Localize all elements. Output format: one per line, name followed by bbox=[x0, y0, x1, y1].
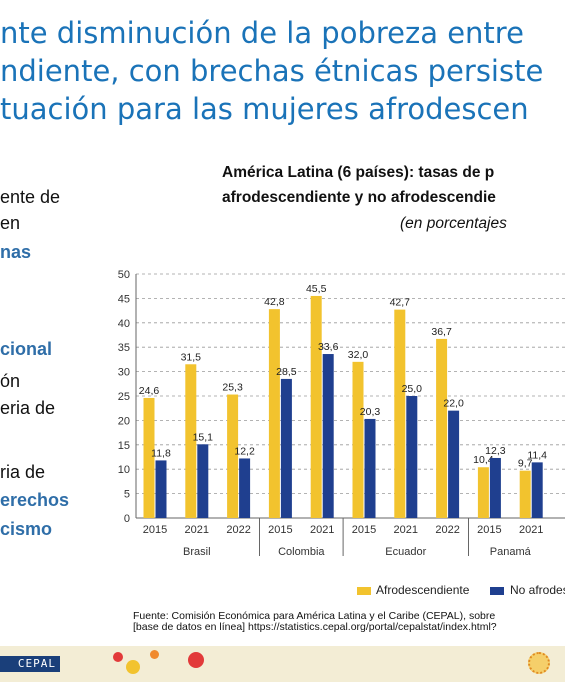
y-tick-label: 45 bbox=[118, 293, 130, 305]
data-label: 42,7 bbox=[390, 297, 411, 309]
bar-afro bbox=[310, 295, 322, 518]
y-tick-label: 35 bbox=[118, 342, 130, 354]
bar-no-afro bbox=[531, 462, 543, 518]
x-tick-label: 2021 bbox=[310, 524, 334, 536]
data-label: 15,1 bbox=[193, 431, 214, 443]
bar-afro bbox=[227, 394, 239, 518]
group-label: Ecuador bbox=[385, 546, 426, 558]
y-tick-label: 10 bbox=[118, 464, 130, 476]
bar-afro bbox=[477, 467, 489, 518]
data-label: 22,0 bbox=[443, 398, 464, 410]
slide-title: nte disminución de la pobreza entre ndie… bbox=[0, 14, 565, 128]
legend-swatch-no-afro bbox=[490, 587, 504, 595]
slide-title-line: tuación para las mujeres afrodescen bbox=[0, 92, 529, 126]
slide-title-line: nte disminución de la pobreza entre bbox=[0, 16, 524, 50]
bar-afro bbox=[185, 364, 197, 518]
left-text-emphasis: cismo bbox=[0, 519, 53, 539]
bar-chart: 0 5 10 15 20 25 30 35 40 45 50 2015 24,6 11,8 2021 31,5… bbox=[118, 269, 565, 558]
left-text-line: eria de bbox=[0, 398, 56, 418]
x-tick-label: 2015 bbox=[143, 524, 167, 536]
y-tick-label: 25 bbox=[118, 391, 130, 403]
source-line: Fuente: Comisión Económica para América … bbox=[133, 611, 496, 622]
x-tick-label: 2021 bbox=[185, 524, 209, 536]
left-text-line: ria de bbox=[0, 462, 46, 482]
bar-afro bbox=[436, 338, 448, 518]
bar-no-afro bbox=[448, 410, 460, 518]
data-label: 42,8 bbox=[264, 296, 285, 308]
y-tick-label: 15 bbox=[118, 440, 130, 452]
data-label: 28,5 bbox=[276, 366, 297, 378]
left-text-emphasis: erechos bbox=[0, 490, 70, 510]
decorative-dot bbox=[188, 652, 204, 668]
bar-no-afro bbox=[197, 444, 209, 518]
x-tick-label: 2021 bbox=[519, 524, 543, 536]
y-tick-label: 50 bbox=[118, 269, 130, 281]
y-tick-label: 20 bbox=[118, 415, 130, 427]
data-label: 12,3 bbox=[485, 445, 506, 457]
cepal-logo: CEPAL bbox=[0, 656, 60, 672]
data-label: 12,2 bbox=[234, 445, 255, 457]
bar-no-afro bbox=[489, 457, 501, 518]
bar-no-afro bbox=[322, 354, 334, 518]
decorative-dot bbox=[150, 650, 159, 659]
left-text-line: en bbox=[0, 213, 21, 233]
data-label: 36,7 bbox=[431, 326, 452, 338]
bar-afro bbox=[394, 309, 406, 518]
data-label: 9,7 bbox=[518, 458, 533, 470]
decorative-dot bbox=[113, 652, 123, 662]
footer-bar: CEPAL bbox=[0, 646, 565, 682]
chart-title-line: América Latina (6 países): tasas de p bbox=[222, 164, 495, 181]
chart-subtitle: (en porcentajes bbox=[400, 215, 565, 233]
chart-title: América Latina (6 países): tasas de p af… bbox=[222, 160, 565, 210]
bar-afro bbox=[268, 309, 280, 518]
sun-logo-icon bbox=[528, 652, 550, 674]
group-label: Brasil bbox=[183, 546, 211, 558]
left-text-emphasis: cional bbox=[0, 339, 53, 359]
bar-no-afro bbox=[155, 460, 167, 518]
chart-subtitle-text: (en porcentajes bbox=[400, 215, 507, 232]
data-label: 24,6 bbox=[139, 385, 160, 397]
x-tick-label: 2022 bbox=[226, 524, 250, 536]
data-label: 10,4 bbox=[473, 454, 494, 466]
bar-afro bbox=[519, 470, 531, 518]
x-tick-label: 2015 bbox=[352, 524, 376, 536]
data-label: 33,6 bbox=[318, 341, 339, 353]
bar-afro bbox=[143, 397, 155, 518]
x-tick-label: 2015 bbox=[268, 524, 292, 536]
x-tick-label: 2021 bbox=[394, 524, 418, 536]
x-tick-label: 2015 bbox=[477, 524, 501, 536]
left-text-line: ente de bbox=[0, 187, 61, 207]
bar-no-afro bbox=[406, 396, 418, 518]
bar-no-afro bbox=[280, 378, 292, 518]
data-label: 45,5 bbox=[306, 283, 327, 295]
legend-label-no-afro: No afrodesc bbox=[510, 583, 565, 597]
left-text-emphasis: nas bbox=[0, 242, 32, 262]
chart-title-line: afrodescendiente y no afrodescendie bbox=[222, 189, 496, 206]
data-label: 32,0 bbox=[348, 349, 369, 361]
bar-no-afro bbox=[239, 458, 251, 518]
y-tick-label: 40 bbox=[118, 318, 130, 330]
source-line: [base de datos en línea] https://statist… bbox=[133, 621, 497, 633]
x-tick-label: 2022 bbox=[435, 524, 459, 536]
group-label: Colombia bbox=[278, 546, 325, 558]
legend-label-afro: Afrodescendiente bbox=[376, 583, 470, 597]
chart-source: Fuente: Comisión Económica para América … bbox=[133, 611, 565, 633]
left-text-panel: ente de en nas cional ón eria de ria de … bbox=[0, 186, 110, 556]
data-label: 25,3 bbox=[222, 382, 243, 394]
data-label: 31,5 bbox=[181, 351, 202, 363]
decorative-dot bbox=[126, 660, 140, 674]
legend-swatch-afro bbox=[357, 587, 371, 595]
slide-title-line: ndiente, con brechas étnicas persiste bbox=[0, 54, 544, 88]
y-tick-label: 5 bbox=[124, 489, 130, 501]
y-tick-label: 30 bbox=[118, 367, 130, 379]
data-label: 25,0 bbox=[402, 383, 423, 395]
data-label: 20,3 bbox=[360, 406, 381, 418]
y-tick-label: 0 bbox=[124, 513, 130, 525]
group-label: Panamá bbox=[490, 546, 532, 558]
bar-afro bbox=[352, 361, 364, 518]
bar-no-afro bbox=[364, 418, 376, 518]
data-label: 11,8 bbox=[151, 447, 171, 459]
left-text-line: ón bbox=[0, 371, 21, 391]
data-label: 11,4 bbox=[527, 449, 547, 461]
